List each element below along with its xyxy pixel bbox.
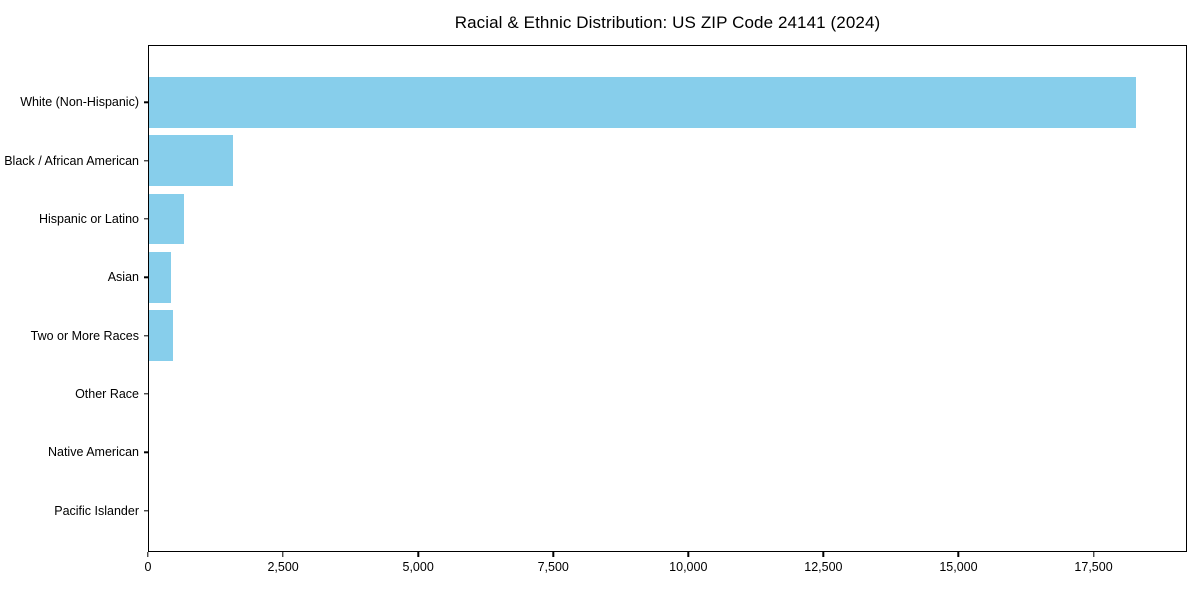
x-tick-label: 2,500 [267, 560, 299, 574]
bar [149, 310, 173, 362]
y-axis-label: Asian [107, 270, 139, 285]
y-tick-mark [144, 510, 149, 512]
y-tick-mark [144, 451, 149, 454]
bar [149, 76, 1136, 128]
x-tick-mark [417, 552, 419, 557]
x-axis: 0 2,500 5,000 7,500 10,000 12,500 15,000 17,500 [144, 552, 1187, 586]
y-axis-label: Other Race [75, 387, 139, 402]
y-axis-label: Native American [47, 445, 139, 460]
y-axis-label: Pacific Islander [54, 503, 139, 518]
x-tick-mark [552, 552, 554, 557]
chart-title: Racial & Ethnic Distribution: US ZIP Cod… [454, 13, 881, 32]
plot-area: White (Non-Hispanic) Black / African Amer… [4, 45, 1187, 552]
x-tick-label: 17,500 [1074, 560, 1113, 574]
y-tick-mark [144, 218, 149, 220]
bar [149, 193, 185, 245]
bar-row: Asian [108, 248, 1186, 306]
bar [149, 251, 172, 303]
x-tick-label: 10,000 [669, 560, 708, 574]
bar-row: Other Race [75, 365, 1186, 423]
x-tick-mark [822, 552, 825, 557]
bar-row: Native American [48, 423, 1186, 481]
bars-container: White (Non-Hispanic) Black / African Amer… [4, 46, 1186, 551]
y-axis-label: Hispanic or Latino [38, 211, 139, 226]
x-tick-label: 5,000 [402, 560, 434, 574]
x-tick-mark [147, 552, 149, 557]
y-tick-mark [144, 334, 149, 337]
bar-row: Pacific Islander [54, 482, 1186, 540]
bar-row: Two or More Races [31, 307, 1186, 365]
y-tick-mark [144, 276, 149, 279]
x-tick-label: 7,500 [537, 560, 569, 574]
bar-row: Hispanic or Latino [39, 190, 1186, 248]
x-tick-label: 0 [144, 560, 152, 574]
x-tick-mark [282, 552, 284, 557]
y-tick-mark [144, 159, 149, 162]
x-tick-mark [687, 552, 689, 557]
x-tick-label: 15,000 [939, 560, 978, 574]
y-axis-label: Black / African American [4, 153, 139, 168]
x-tick-mark [1092, 552, 1095, 557]
bar-row: Black / African American [4, 131, 1186, 189]
x-tick-mark [957, 552, 960, 557]
x-tick-label: 12,500 [804, 560, 843, 574]
y-axis-label: White (Non-Hispanic) [20, 95, 139, 110]
y-axis-label: Two or More Races [30, 328, 139, 343]
y-tick-mark [144, 101, 149, 103]
bar [149, 135, 233, 186]
y-tick-mark [144, 393, 149, 395]
bar-row: White (Non-Hispanic) [20, 73, 1186, 131]
